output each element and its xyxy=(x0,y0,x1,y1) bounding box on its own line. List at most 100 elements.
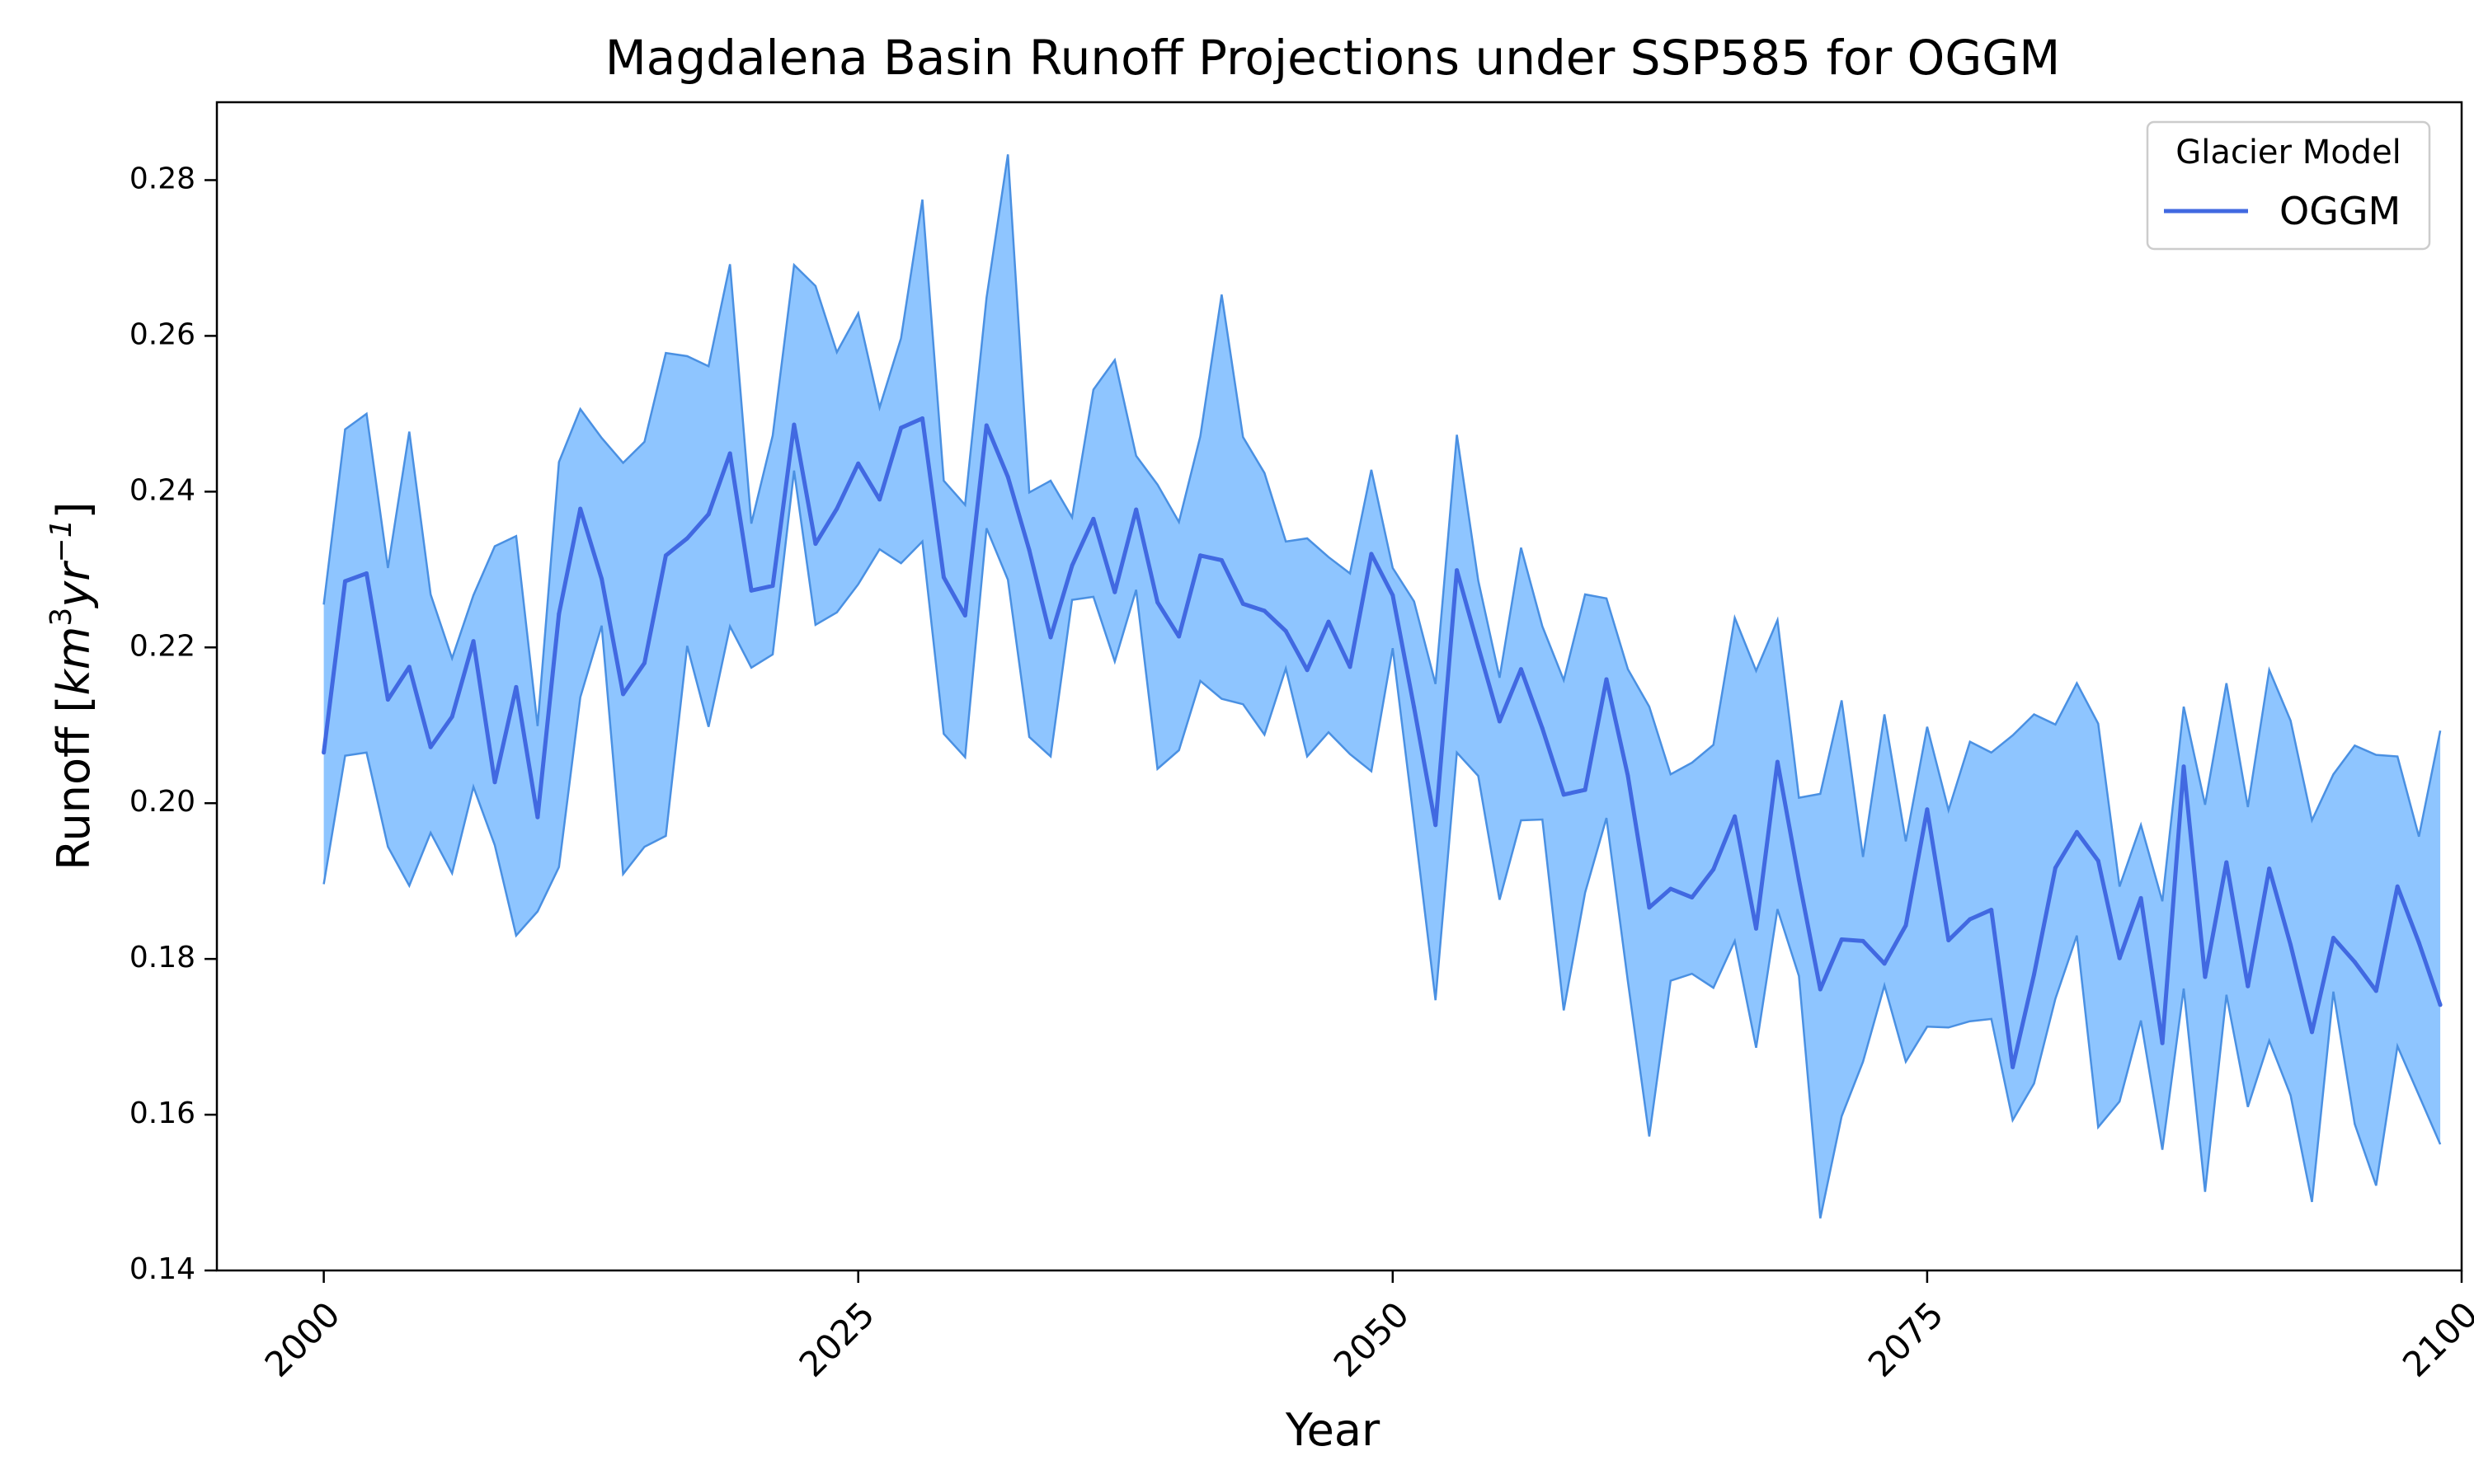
chart-title: Magdalena Basin Runoff Projections under… xyxy=(605,30,2061,86)
data-point xyxy=(365,571,369,575)
data-point xyxy=(1711,867,1716,871)
data-point xyxy=(1540,726,1545,730)
data-point xyxy=(1005,474,1010,479)
data-point xyxy=(2117,956,2122,960)
series-line-layer xyxy=(322,416,2443,1069)
data-point xyxy=(2011,1064,2015,1069)
data-point xyxy=(557,612,562,617)
data-point xyxy=(1219,558,1224,562)
data-point xyxy=(407,665,412,669)
y-axis-label-unit-km: km xyxy=(48,627,100,696)
data-point xyxy=(2267,866,2272,871)
y-axis-label-unit-yr: yr xyxy=(48,561,100,609)
data-point xyxy=(770,584,775,589)
data-point xyxy=(2395,884,2400,889)
data-point xyxy=(1390,593,1395,598)
x-tick-label: 2000 xyxy=(257,1294,348,1384)
data-point xyxy=(578,506,583,511)
data-point xyxy=(2416,940,2421,945)
data-point xyxy=(535,815,540,819)
data-point xyxy=(1839,937,1844,942)
y-axis-label-exp-minus-1: −1 xyxy=(45,519,78,563)
data-point xyxy=(1946,938,1951,942)
data-point xyxy=(984,423,989,428)
data-point xyxy=(1583,787,1587,792)
data-point xyxy=(1283,628,1288,633)
data-point xyxy=(2053,866,2058,871)
data-point xyxy=(2095,858,2100,863)
data-point xyxy=(1754,926,1758,931)
x-tick-label: 2075 xyxy=(1860,1294,1951,1384)
data-point xyxy=(1882,961,1887,966)
data-point xyxy=(1860,938,1865,943)
data-point xyxy=(1433,823,1438,828)
plot-area xyxy=(215,101,2463,1272)
data-point xyxy=(1134,507,1139,512)
data-point xyxy=(1112,589,1117,594)
data-point xyxy=(2246,984,2251,989)
x-tick-label: 2050 xyxy=(1326,1294,1417,1384)
data-point xyxy=(514,684,519,689)
data-point xyxy=(1048,635,1053,640)
data-point xyxy=(2203,974,2208,979)
y-tick-label: 0.22 xyxy=(129,629,195,663)
data-point xyxy=(2160,1040,2165,1045)
data-point xyxy=(2181,764,2186,769)
data-point xyxy=(792,422,797,427)
data-point xyxy=(2373,989,2378,993)
data-point xyxy=(2032,972,2036,977)
data-point xyxy=(684,536,689,541)
data-point xyxy=(1326,619,1331,624)
legend-box xyxy=(2146,120,2431,251)
data-point xyxy=(2288,942,2293,947)
band-upper-edge xyxy=(322,154,2442,902)
data-point xyxy=(2331,936,2335,941)
data-point xyxy=(1775,759,1780,764)
y-axis-label-suffix: ] xyxy=(48,501,100,519)
x-tick-label: 2100 xyxy=(2395,1294,2474,1384)
data-point xyxy=(1177,634,1182,639)
data-point xyxy=(621,692,626,697)
data-point xyxy=(2224,860,2229,865)
data-point xyxy=(1561,792,1566,797)
y-axis-label-exp-3: 3 xyxy=(45,608,78,627)
data-point xyxy=(322,750,327,755)
x-tick-label: 2025 xyxy=(792,1294,882,1384)
plot-frame xyxy=(215,101,2463,1272)
data-point xyxy=(1476,644,1480,649)
data-point xyxy=(1903,923,1908,928)
legend: Glacier Model OGGM xyxy=(2146,120,2431,251)
data-point xyxy=(1412,705,1417,710)
data-point xyxy=(899,425,904,430)
data-point xyxy=(749,588,754,593)
data-point xyxy=(1647,905,1652,910)
data-point xyxy=(642,660,647,665)
data-point xyxy=(1455,568,1460,573)
data-point xyxy=(1989,908,1994,913)
data-point xyxy=(2352,960,2357,965)
data-point xyxy=(2438,1003,2443,1007)
data-point xyxy=(920,416,924,420)
data-point xyxy=(428,744,433,749)
legend-entry-oggm: OGGM xyxy=(2279,189,2401,233)
data-point xyxy=(1690,895,1695,899)
data-point xyxy=(1155,600,1160,604)
data-point xyxy=(877,497,882,502)
data-point xyxy=(941,575,946,580)
y-tick-label: 0.18 xyxy=(129,941,195,974)
y-tick-label: 0.24 xyxy=(129,473,195,507)
data-point xyxy=(1305,668,1310,673)
data-point xyxy=(835,506,840,511)
data-point xyxy=(1796,877,1801,882)
y-tick-label: 0.20 xyxy=(129,785,195,819)
data-point xyxy=(1625,773,1630,778)
data-point xyxy=(1668,886,1673,891)
data-point xyxy=(962,613,967,618)
series-line-oggm xyxy=(322,416,2443,1069)
data-point xyxy=(471,639,476,644)
data-point xyxy=(1925,807,1930,812)
y-tick-label: 0.28 xyxy=(129,162,195,195)
uncertainty-band xyxy=(322,154,2442,1219)
data-point xyxy=(1968,917,1973,922)
